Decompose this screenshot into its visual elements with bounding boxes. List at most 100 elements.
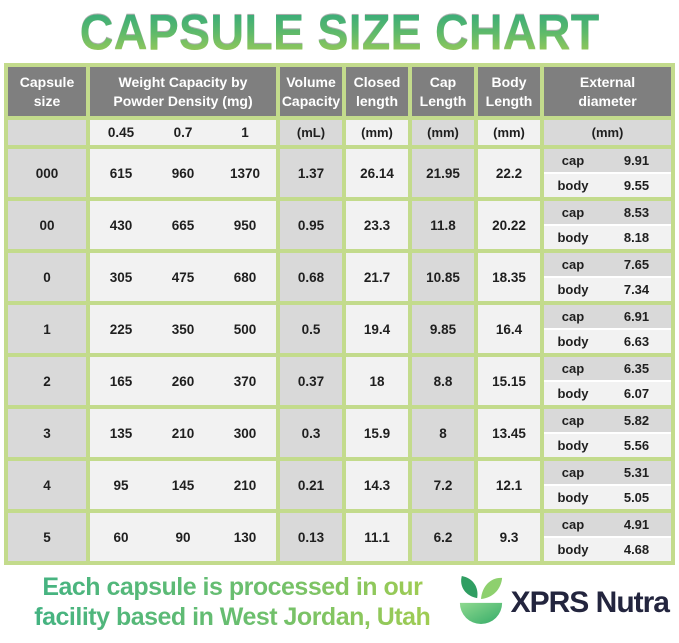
table-row: 4 95 145 210 0.21 14.3 7.2 12.1 cap 5.31… — [8, 461, 671, 509]
weight-value: 615 — [109, 165, 133, 181]
footer-note: Each capsule is processed in our facilit… — [8, 573, 457, 632]
weight-value: 1370 — [229, 165, 261, 181]
external-cap-label: cap — [561, 361, 585, 376]
body-length-cell: 18.35 — [478, 253, 540, 301]
weight-value: 960 — [171, 165, 195, 181]
external-cap-label: cap — [561, 517, 585, 532]
external-cap-subrow: cap 7.65 — [544, 253, 671, 276]
external-cap-value: 8.53 — [623, 205, 650, 220]
external-body-label: body — [557, 542, 589, 557]
weight-value: 950 — [233, 217, 257, 233]
external-body-subrow: body 5.56 — [544, 434, 671, 457]
external-body-label: body — [557, 438, 589, 453]
external-body-value: 7.34 — [623, 282, 650, 297]
weight-value: 225 — [109, 321, 133, 337]
external-body-label: body — [557, 282, 589, 297]
closed-length-cell: 11.1 — [346, 513, 408, 561]
weight-capacity-cell: 305 475 680 — [90, 253, 276, 301]
external-body-subrow: body 9.55 — [544, 174, 671, 197]
external-cap-subrow: cap 6.91 — [544, 305, 671, 328]
capsule-size-cell: 4 — [8, 461, 86, 509]
leaf-bowl-icon — [457, 574, 505, 631]
external-cap-subrow: cap 5.31 — [544, 461, 671, 484]
table-units-row: 0.45 0.7 1 (mL) (mm) (mm) (mm) (mm) — [8, 120, 671, 145]
table-row: 5 60 90 130 0.13 11.1 6.2 9.3 cap 4.91 b… — [8, 513, 671, 561]
external-cap-label: cap — [561, 465, 585, 480]
external-cap-value: 5.31 — [623, 465, 650, 480]
cap-length-cell: 6.2 — [412, 513, 474, 561]
external-cap-value: 6.91 — [623, 309, 650, 324]
table-row: 000 615 960 1370 1.37 26.14 21.95 22.2 c… — [8, 149, 671, 197]
capsule-size-table: Capsule size Weight Capacity by Powder D… — [4, 63, 675, 565]
external-diameter-cell: cap 8.53 body 8.18 — [544, 201, 671, 249]
weight-value: 475 — [171, 269, 195, 285]
volume-capacity-cell: 1.37 — [280, 149, 342, 197]
external-body-subrow: body 4.68 — [544, 538, 671, 561]
footer: Each capsule is processed in our facilit… — [0, 573, 679, 632]
external-cap-subrow: cap 5.82 — [544, 409, 671, 432]
header-external-diameter: External diameter — [544, 67, 671, 116]
external-body-value: 5.56 — [623, 438, 650, 453]
empty-cell — [8, 120, 86, 145]
body-length-cell: 12.1 — [478, 461, 540, 509]
external-body-subrow: body 7.34 — [544, 278, 671, 301]
external-cap-subrow: cap 6.35 — [544, 357, 671, 380]
weight-value: 300 — [233, 425, 257, 441]
external-body-label: body — [557, 178, 589, 193]
external-diameter-cell: cap 5.82 body 5.56 — [544, 409, 671, 457]
weight-value: 95 — [113, 477, 129, 493]
external-body-label: body — [557, 386, 589, 401]
table-row: 00 430 665 950 0.95 23.3 11.8 20.22 cap … — [8, 201, 671, 249]
external-body-value: 8.18 — [623, 230, 650, 245]
header-body-length: Body Length — [478, 67, 540, 116]
cap-length-cell: 11.8 — [412, 201, 474, 249]
capsule-size-cell: 000 — [8, 149, 86, 197]
header-closed-length: Closed length — [346, 67, 408, 116]
table-row: 3 135 210 300 0.3 15.9 8 13.45 cap 5.82 … — [8, 409, 671, 457]
weight-value: 60 — [113, 529, 129, 545]
weight-capacity-cell: 60 90 130 — [90, 513, 276, 561]
external-body-subrow: body 6.63 — [544, 330, 671, 353]
density-value: 0.45 — [107, 125, 135, 140]
volume-capacity-cell: 0.3 — [280, 409, 342, 457]
external-diameter-cell: cap 7.65 body 7.34 — [544, 253, 671, 301]
volume-capacity-cell: 0.21 — [280, 461, 342, 509]
cap-unit-cell: (mm) — [412, 120, 474, 145]
header-capsule-size: Capsule size — [8, 67, 86, 116]
weight-capacity-cell: 615 960 1370 — [90, 149, 276, 197]
table-header-row: Capsule size Weight Capacity by Powder D… — [8, 67, 671, 116]
body-length-cell: 16.4 — [478, 305, 540, 353]
body-length-cell: 20.22 — [478, 201, 540, 249]
closed-unit-cell: (mm) — [346, 120, 408, 145]
body-length-cell: 13.45 — [478, 409, 540, 457]
density-value: 1 — [241, 125, 249, 140]
external-cap-value: 7.65 — [623, 257, 650, 272]
capsule-size-cell: 1 — [8, 305, 86, 353]
capsule-size-cell: 3 — [8, 409, 86, 457]
cap-length-cell: 8.8 — [412, 357, 474, 405]
table-row: 0 305 475 680 0.68 21.7 10.85 18.35 cap … — [8, 253, 671, 301]
weight-value: 370 — [233, 373, 257, 389]
weight-value: 350 — [171, 321, 195, 337]
closed-length-cell: 15.9 — [346, 409, 408, 457]
weight-value: 135 — [109, 425, 133, 441]
capsule-size-cell: 0 — [8, 253, 86, 301]
capsule-size-cell: 00 — [8, 201, 86, 249]
header-volume-capacity: Volume Capacity — [280, 67, 342, 116]
external-body-subrow: body 6.07 — [544, 382, 671, 405]
density-value: 0.7 — [173, 125, 193, 140]
cap-length-cell: 21.95 — [412, 149, 474, 197]
body-length-cell: 22.2 — [478, 149, 540, 197]
body-unit-cell: (mm) — [478, 120, 540, 145]
external-cap-label: cap — [561, 153, 585, 168]
external-diameter-cell: cap 9.91 body 9.55 — [544, 149, 671, 197]
external-body-value: 4.68 — [623, 542, 650, 557]
weight-capacity-cell: 165 260 370 — [90, 357, 276, 405]
external-cap-label: cap — [561, 257, 585, 272]
external-body-label: body — [557, 230, 589, 245]
external-cap-label: cap — [561, 309, 585, 324]
external-body-label: body — [557, 334, 589, 349]
external-diameter-cell: cap 5.31 body 5.05 — [544, 461, 671, 509]
weight-value: 210 — [171, 425, 195, 441]
volume-unit-cell: (mL) — [280, 120, 342, 145]
